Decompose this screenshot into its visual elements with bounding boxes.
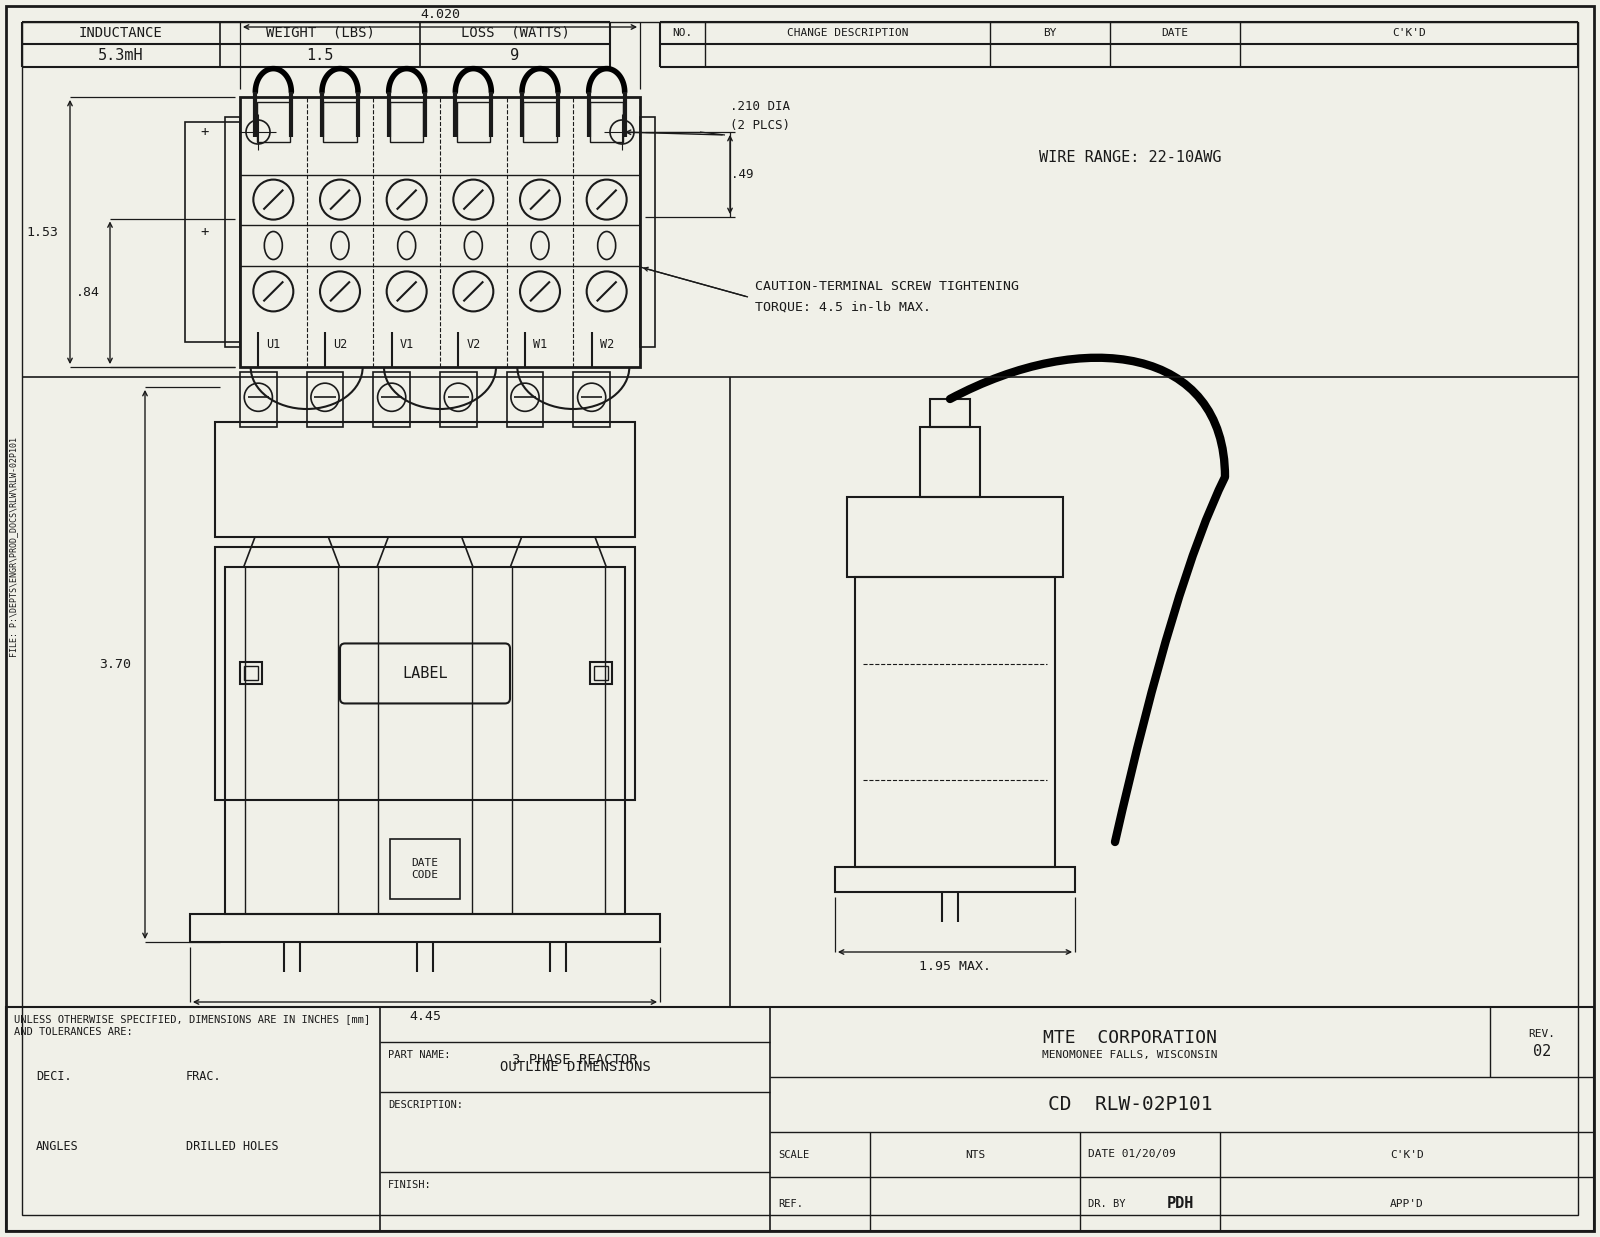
Text: C'K'D: C'K'D (1392, 28, 1426, 38)
Text: UNLESS OTHERWISE SPECIFIED, DIMENSIONS ARE IN INCHES [mm]: UNLESS OTHERWISE SPECIFIED, DIMENSIONS A… (14, 1014, 370, 1024)
Text: (2 PLCS): (2 PLCS) (730, 119, 790, 131)
Bar (214, 422, 635, 537)
Text: 02: 02 (1533, 1044, 1550, 1060)
Text: CAUTION-TERMINAL SCREW TIGHTENING: CAUTION-TERMINAL SCREW TIGHTENING (755, 281, 1019, 293)
Bar (854, 576, 1054, 867)
Bar (307, 372, 344, 427)
Text: DRILLED HOLES: DRILLED HOLES (186, 1141, 278, 1153)
Bar (240, 96, 640, 367)
Text: REV.: REV. (1528, 1029, 1555, 1039)
Text: NO.: NO. (672, 28, 693, 38)
Bar (390, 839, 461, 899)
Bar (920, 427, 979, 497)
Text: 3.70: 3.70 (99, 658, 131, 670)
Text: 1.95 MAX.: 1.95 MAX. (918, 960, 990, 972)
Text: MTE  CORPORATION: MTE CORPORATION (1043, 1029, 1218, 1047)
Bar (240, 372, 277, 427)
Text: MENOMONEE FALLS, WISCONSIN: MENOMONEE FALLS, WISCONSIN (1042, 1050, 1218, 1060)
Text: DECI.: DECI. (35, 1070, 72, 1084)
Text: REF.: REF. (778, 1199, 803, 1209)
Text: OUTLINE DIMENSIONS: OUTLINE DIMENSIONS (499, 1060, 650, 1074)
Text: V1: V1 (400, 339, 414, 351)
Text: +: + (202, 225, 210, 239)
Text: 4.020: 4.020 (419, 9, 461, 21)
Bar (243, 667, 258, 680)
Text: .84: .84 (77, 286, 99, 299)
Text: AND TOLERANCES ARE:: AND TOLERANCES ARE: (14, 1027, 133, 1037)
Bar (190, 914, 661, 943)
Bar (594, 667, 608, 680)
Text: SCALE: SCALE (778, 1149, 810, 1159)
Text: INDUCTANCE: INDUCTANCE (78, 26, 163, 40)
Text: ANGLES: ANGLES (35, 1141, 78, 1153)
Bar (573, 372, 610, 427)
Bar (226, 118, 240, 348)
Text: .210 DIA: .210 DIA (730, 100, 790, 114)
Text: CHANGE DESCRIPTION: CHANGE DESCRIPTION (787, 28, 909, 38)
Text: +: + (202, 125, 210, 139)
Bar (507, 372, 544, 427)
Bar (323, 101, 357, 142)
Text: 9: 9 (510, 48, 520, 63)
Text: DESCRIPTION:: DESCRIPTION: (387, 1100, 462, 1110)
Bar (6, 1007, 1594, 1231)
Text: C'K'D: C'K'D (1390, 1149, 1424, 1159)
Text: U1: U1 (266, 339, 280, 351)
Text: U2: U2 (333, 339, 347, 351)
Text: FRAC.: FRAC. (186, 1070, 222, 1084)
Text: WIRE RANGE: 22-10AWG: WIRE RANGE: 22-10AWG (1038, 150, 1221, 165)
Bar (390, 101, 424, 142)
Text: FINISH:: FINISH: (387, 1180, 432, 1190)
Text: V2: V2 (466, 339, 480, 351)
Bar (835, 867, 1075, 892)
Text: FILE: P:\DEPTS\ENGR\PROD_DOCS\RLW\RLW-02P101: FILE: P:\DEPTS\ENGR\PROD_DOCS\RLW\RLW-02… (10, 437, 19, 657)
Bar (256, 101, 290, 142)
Text: W2: W2 (600, 339, 614, 351)
Text: BY: BY (1043, 28, 1056, 38)
Bar (930, 400, 970, 427)
Bar (214, 547, 635, 800)
Bar (373, 372, 410, 427)
Text: 4.45: 4.45 (410, 1009, 442, 1023)
Text: 1.53: 1.53 (26, 225, 58, 239)
Text: PDH: PDH (1166, 1196, 1194, 1211)
Text: DR. BY: DR. BY (1088, 1199, 1125, 1209)
Text: DATE
CODE: DATE CODE (411, 858, 438, 880)
Bar (456, 101, 490, 142)
Text: 5.3mH: 5.3mH (98, 48, 144, 63)
Bar (590, 101, 624, 142)
Bar (240, 663, 262, 684)
Text: DATE: DATE (1162, 28, 1189, 38)
Text: 3 PHASE REACTOR: 3 PHASE REACTOR (512, 1053, 638, 1066)
Text: W1: W1 (533, 339, 547, 351)
Bar (640, 118, 654, 348)
Bar (846, 497, 1062, 576)
Text: APP'D: APP'D (1390, 1199, 1424, 1209)
Text: NTS: NTS (965, 1149, 986, 1159)
Text: PART NAME:: PART NAME: (387, 1050, 451, 1060)
Text: TORQUE: 4.5 in-lb MAX.: TORQUE: 4.5 in-lb MAX. (755, 301, 931, 313)
Bar (226, 567, 626, 914)
Text: LOSS  (WATTS): LOSS (WATTS) (461, 26, 570, 40)
Text: 1.5: 1.5 (306, 48, 334, 63)
Bar (440, 372, 477, 427)
Text: CD  RLW-02P101: CD RLW-02P101 (1048, 1095, 1213, 1115)
Text: LABEL: LABEL (402, 666, 448, 680)
Bar (523, 101, 557, 142)
Bar (590, 663, 611, 684)
Text: DATE 01/20/09: DATE 01/20/09 (1088, 1149, 1176, 1159)
Text: .49: .49 (731, 168, 754, 181)
Bar (186, 122, 240, 341)
Text: WEIGHT  (LBS): WEIGHT (LBS) (266, 26, 374, 40)
